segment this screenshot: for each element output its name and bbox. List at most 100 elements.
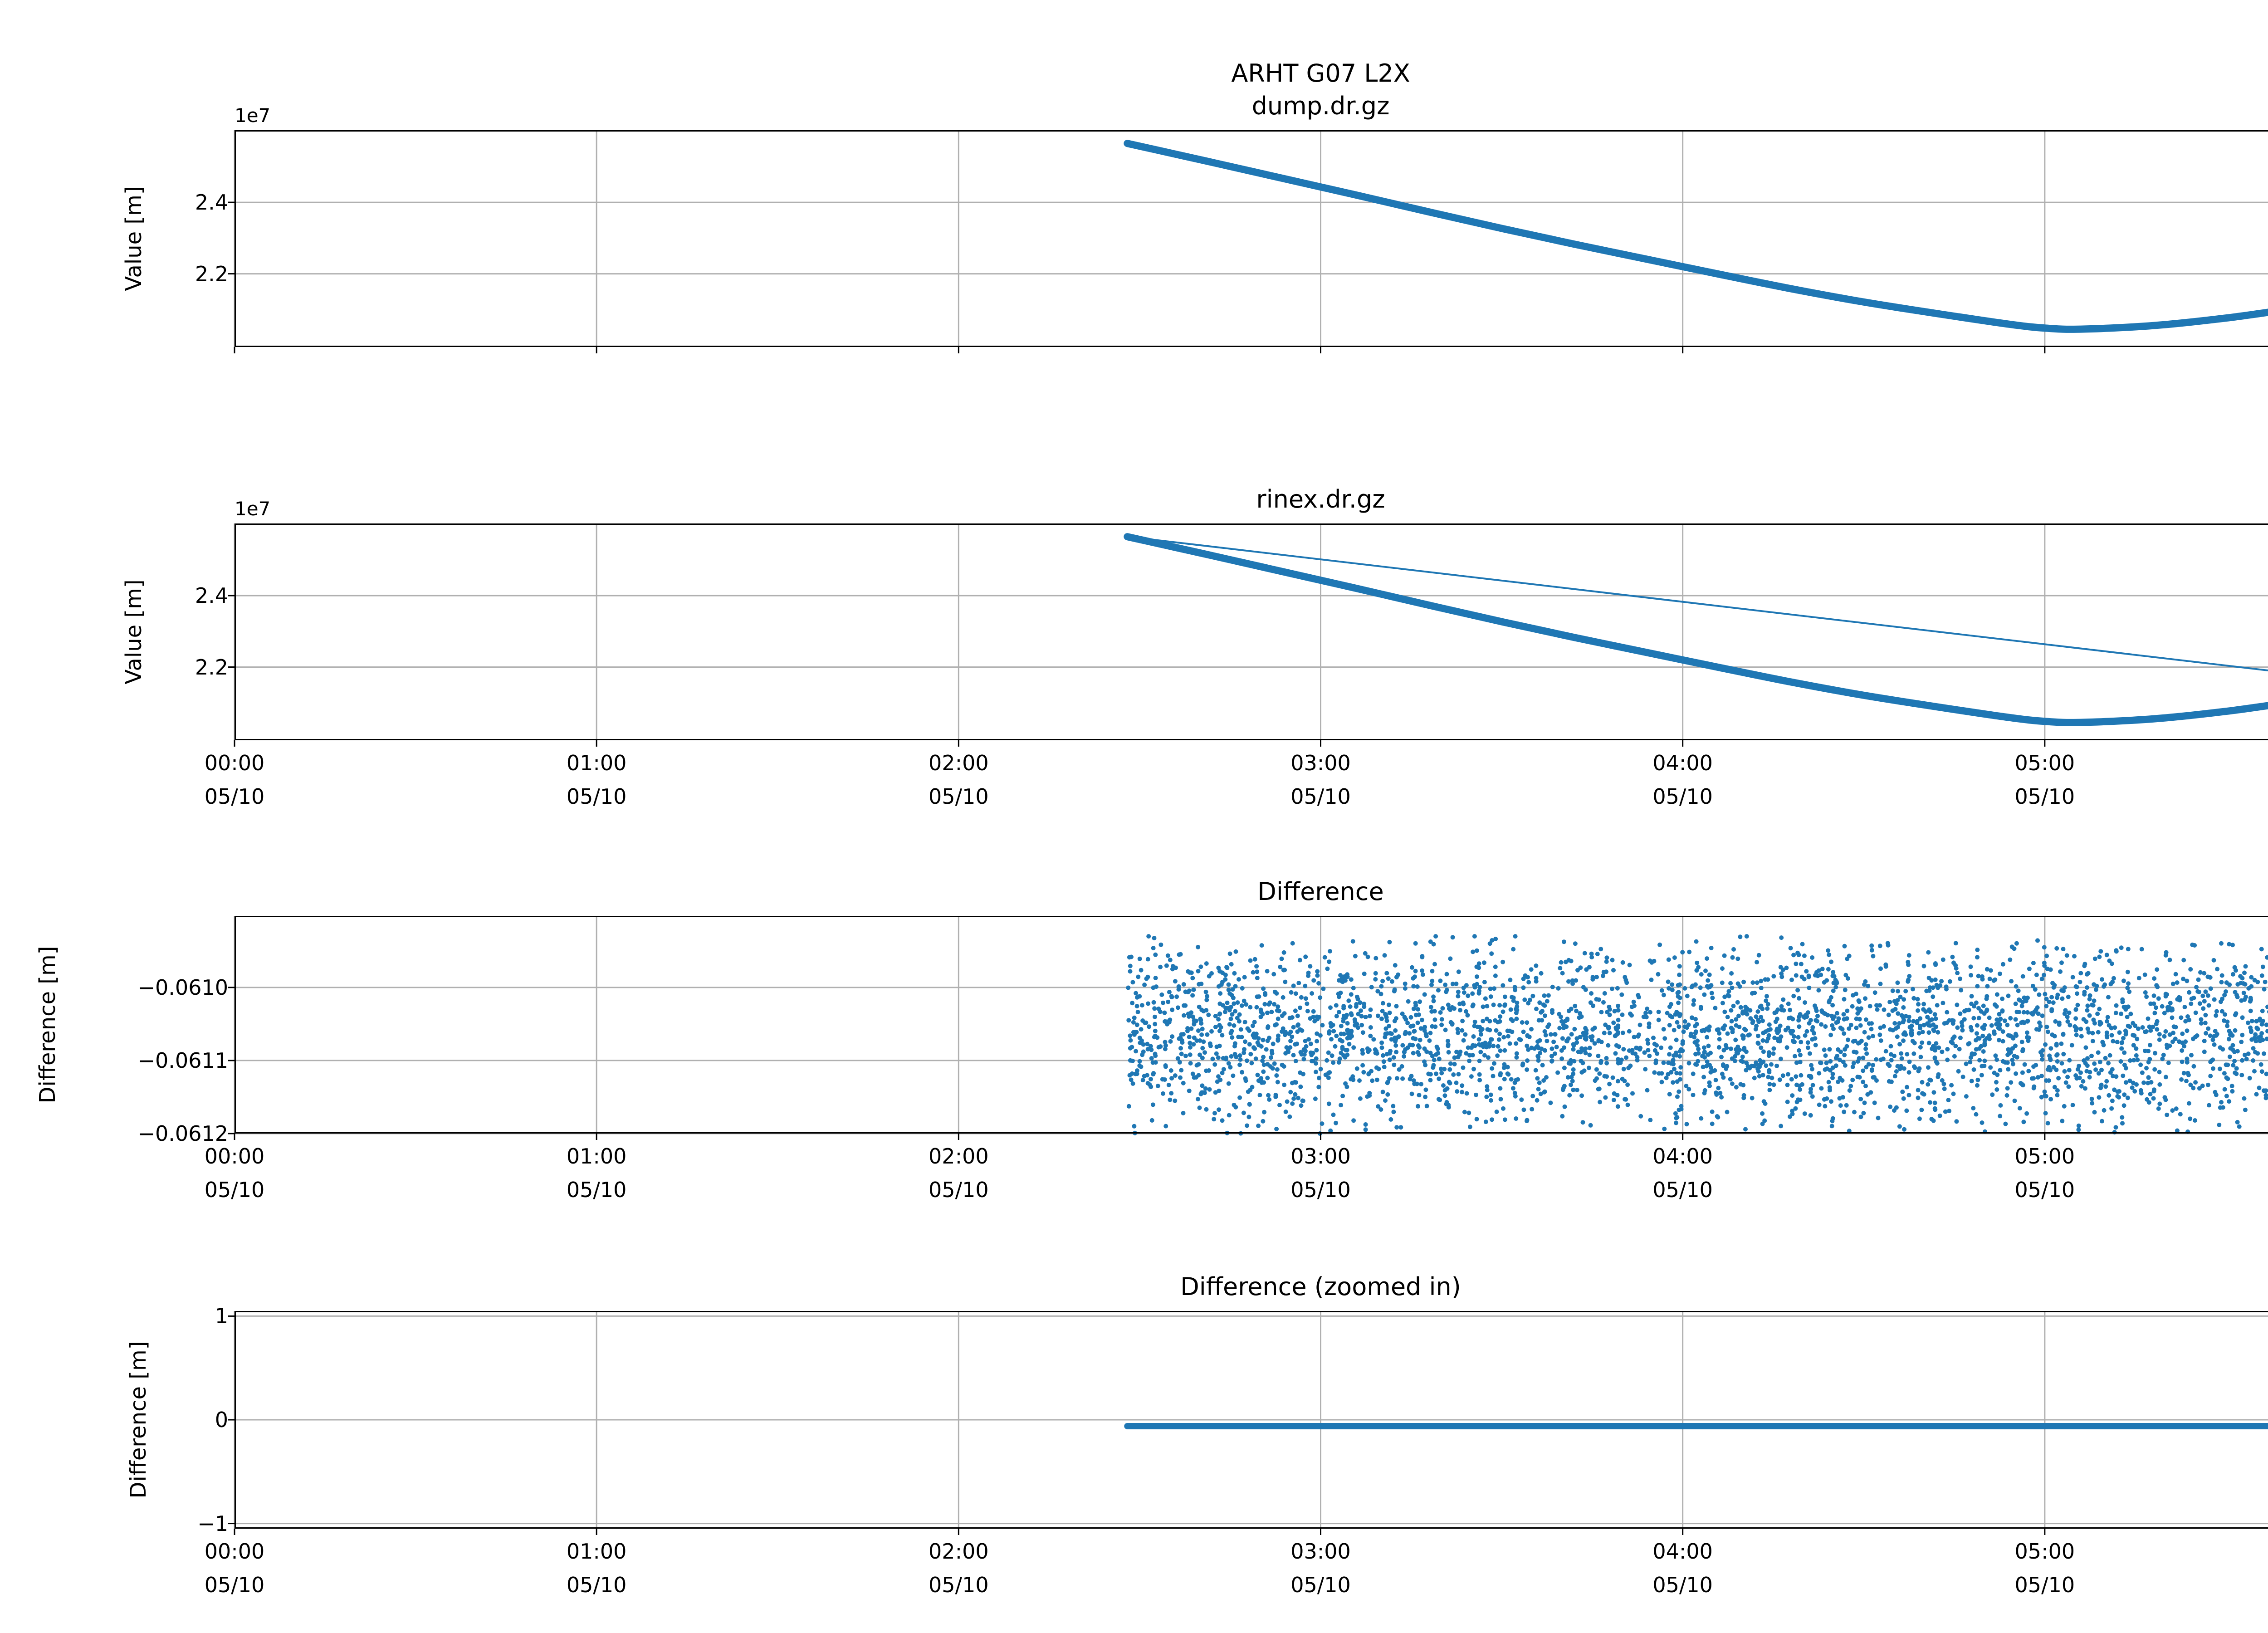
x-tick-date: 05/10	[1290, 1572, 1351, 1597]
plot-title-line1: Difference	[1257, 877, 1384, 906]
axes-spines	[235, 130, 2268, 347]
x-tick-time: 03:00	[1290, 1144, 1351, 1169]
x-tick-time: 04:00	[1652, 751, 1713, 775]
x-tick-date: 05/10	[929, 1177, 989, 1202]
x-tick-time: 05:00	[2014, 751, 2075, 775]
y-tick-label: 2.4	[195, 583, 228, 608]
plot-title-line2: dump.dr.gz	[1251, 91, 1390, 120]
x-tick-time: 04:00	[1652, 1539, 1713, 1564]
y-tick-label: −0.0612	[137, 1121, 229, 1146]
noise-scatter	[1126, 934, 2268, 1136]
x-tick-label: 05:00 05/10	[2015, 747, 2075, 813]
data-series-dump-pseudorange	[1124, 140, 2268, 333]
subplot-difference-zoomed: Difference (zoomed in) Difference [m] −1…	[0, 1272, 2268, 1597]
x-tick-time: 05:00	[2014, 1539, 2075, 1564]
y-tick-labels: −0.0610 −0.0611 −0.0612	[0, 916, 229, 1146]
x-tick-time: 05:00	[2014, 1144, 2075, 1169]
y-tick-labels: −1 0 1	[0, 1304, 228, 1535]
plot-title-line1: Difference (zoomed in)	[1180, 1272, 1461, 1301]
plot-title-line1: rinex.dr.gz	[1256, 484, 1385, 513]
y-tick-label: 2.2	[195, 261, 228, 286]
plot-svg	[228, 916, 2268, 1140]
grid-lines	[234, 1311, 2268, 1529]
subplot-rinex: rinex.dr.gz Value [m] 1e7 2.2 2.4 00:00 05…	[0, 485, 2268, 809]
x-tick-label: 04:00 05/10	[1652, 1140, 1713, 1207]
tick-marks	[228, 201, 2046, 353]
y-tick-label: −1	[197, 1511, 228, 1536]
x-tick-label: 04:00 05/10	[1652, 747, 1713, 813]
x-tick-time: 02:00	[929, 1539, 989, 1564]
x-tick-labels	[235, 353, 2268, 430]
plot-title-difference: Difference	[235, 875, 2268, 908]
x-tick-date: 05/10	[1290, 784, 1351, 809]
plot-area-dump	[228, 130, 2268, 353]
x-tick-date: 05/10	[1652, 784, 1713, 809]
grid-lines	[234, 130, 2268, 347]
x-tick-date: 05/10	[1290, 1177, 1351, 1202]
x-tick-date: 05/10	[929, 784, 989, 809]
axes-spines	[235, 1311, 2268, 1529]
x-tick-labels: 00:00 05/10 01:00 05/10 02:00 05/10 03:00 05/10…	[205, 1535, 2268, 1612]
x-tick-time: 00:00	[204, 1144, 265, 1169]
x-tick-label: 03:00 05/10	[1290, 747, 1351, 813]
y-tick-labels: 2.2 2.4	[0, 523, 228, 740]
x-tick-label: 00:00 05/10	[205, 1535, 265, 1602]
x-tick-labels: 00:00 05/10 01:00 05/10 02:00 05/10 03:00 05/10…	[205, 747, 2268, 824]
tick-marks	[228, 987, 2046, 1140]
y-tick-label: −0.0611	[137, 1048, 229, 1073]
plot-area-difference	[228, 916, 2268, 1140]
y-tick-label: 1	[215, 1304, 228, 1329]
x-tick-label: 02:00 05/10	[929, 747, 989, 813]
x-tick-time: 01:00	[566, 1539, 627, 1564]
x-tick-date: 05/10	[566, 1177, 627, 1202]
x-tick-time: 04:00	[1652, 1144, 1713, 1169]
x-tick-label: 05:00 05/10	[2015, 1535, 2075, 1602]
plot-title-rinex: rinex.dr.gz	[235, 483, 2268, 515]
axes-spines	[235, 916, 2268, 1134]
x-tick-label: 01:00 05/10	[567, 1535, 627, 1602]
plot-area-difference-zoomed	[228, 1311, 2268, 1535]
y-axis-offset-text: 1e7	[235, 104, 271, 127]
x-tick-time: 02:00	[929, 1144, 989, 1169]
x-tick-label: 00:00 05/10	[205, 747, 265, 813]
x-tick-label: 01:00 05/10	[567, 747, 627, 813]
x-tick-date: 05/10	[2014, 784, 2075, 809]
x-tick-date: 05/10	[566, 784, 627, 809]
data-series-wrap-chord-line	[1126, 536, 2268, 672]
plot-svg	[228, 1311, 2268, 1535]
x-tick-time: 01:00	[566, 751, 627, 775]
x-tick-label: 05:00 05/10	[2015, 1140, 2075, 1207]
x-tick-label: 02:00 05/10	[929, 1535, 989, 1602]
tick-marks	[228, 595, 2046, 747]
plot-svg	[228, 523, 2268, 747]
x-tick-time: 00:00	[204, 751, 265, 775]
x-tick-time: 03:00	[1290, 751, 1351, 775]
x-tick-date: 05/10	[204, 1177, 265, 1202]
x-tick-label: 02:00 05/10	[929, 1140, 989, 1207]
x-tick-label: 00:00 05/10	[205, 1140, 265, 1207]
plot-title-dump: ARHT G07 L2X dump.dr.gz	[235, 57, 2268, 122]
x-tick-date: 05/10	[2014, 1572, 2075, 1597]
y-tick-labels: 2.2 2.4	[0, 130, 228, 347]
x-tick-date: 05/10	[1652, 1572, 1713, 1597]
x-tick-label: 03:00 05/10	[1290, 1140, 1351, 1207]
x-tick-labels: 00:00 05/10 01:00 05/10 02:00 05/10 03:00 05/10…	[205, 1140, 2268, 1217]
x-tick-time: 03:00	[1290, 1539, 1351, 1564]
y-tick-label: 2.2	[195, 655, 228, 680]
x-tick-date: 05/10	[204, 784, 265, 809]
plot-title-line1: ARHT G07 L2X	[1231, 59, 1410, 88]
plot-title-difference-zoomed: Difference (zoomed in)	[235, 1271, 2268, 1303]
y-tick-label: −0.0610	[137, 975, 229, 1000]
x-tick-label: 04:00 05/10	[1652, 1535, 1713, 1602]
x-tick-date: 05/10	[204, 1572, 265, 1597]
y-tick-label: 2.4	[195, 190, 228, 215]
y-axis-offset-text: 1e7	[235, 498, 271, 520]
axes-spines	[235, 523, 2268, 740]
x-tick-date: 05/10	[2014, 1177, 2075, 1202]
x-tick-date: 05/10	[929, 1572, 989, 1597]
x-tick-label: 03:00 05/10	[1290, 1535, 1351, 1602]
x-tick-time: 00:00	[204, 1539, 265, 1564]
x-tick-time: 01:00	[566, 1144, 627, 1169]
subplot-difference: Difference Difference [m] −0.0610 −0.0611…	[0, 877, 2268, 1202]
